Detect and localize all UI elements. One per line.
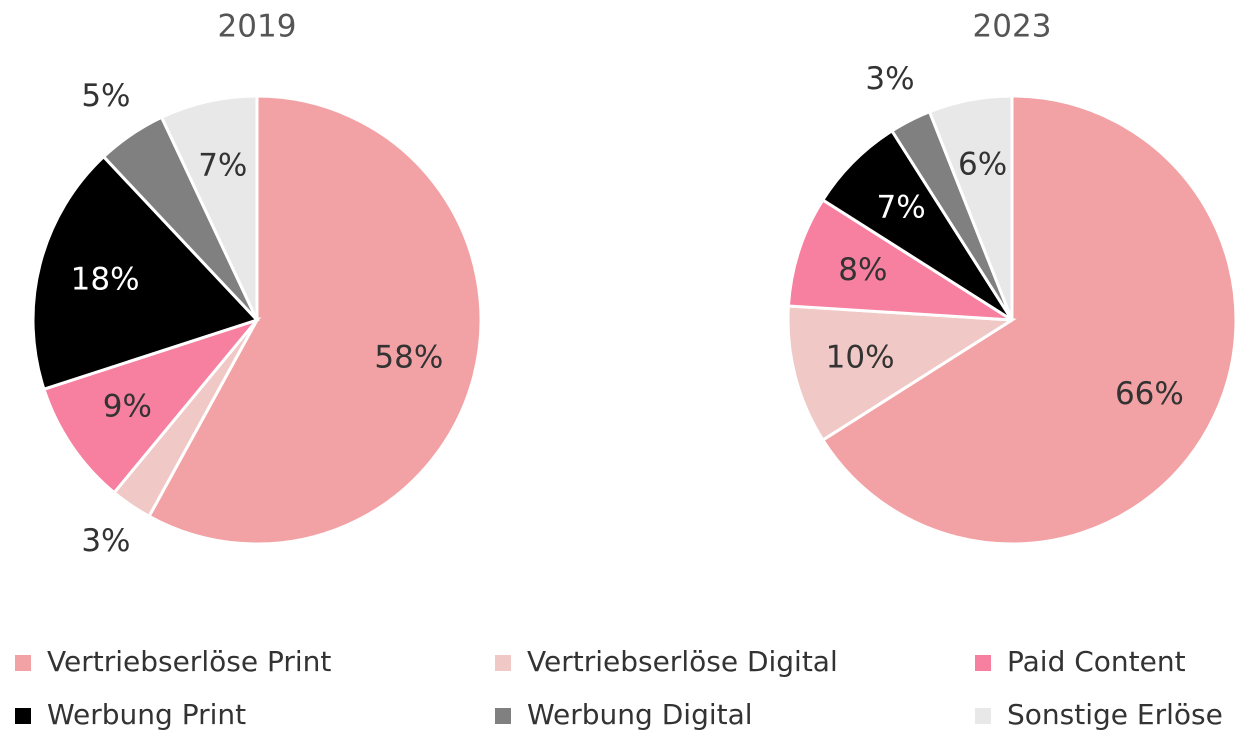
legend-label: Werbung Print bbox=[47, 698, 246, 731]
data-label: 3% bbox=[81, 523, 130, 559]
legend-swatch bbox=[15, 655, 31, 671]
data-label: 7% bbox=[877, 190, 926, 226]
data-label: 66% bbox=[1115, 376, 1184, 412]
data-label: 9% bbox=[103, 389, 152, 425]
data-label: 3% bbox=[865, 61, 914, 97]
pie-slice bbox=[786, 304, 1017, 443]
pie-slice bbox=[927, 94, 1014, 321]
legend-label: Sonstige Erlöse bbox=[1007, 698, 1223, 731]
pie-slice bbox=[147, 94, 483, 546]
legend-swatch bbox=[15, 708, 31, 724]
data-label: 10% bbox=[826, 339, 895, 375]
data-label: 58% bbox=[374, 339, 443, 375]
pie-slice bbox=[159, 94, 259, 321]
data-label: 18% bbox=[71, 262, 140, 298]
chart-title: 2023 bbox=[973, 9, 1052, 45]
pie-slice bbox=[820, 94, 1238, 546]
data-label: 5% bbox=[81, 78, 130, 114]
pie-slice bbox=[42, 316, 262, 495]
data-label: 6% bbox=[958, 146, 1007, 182]
pie-slice bbox=[31, 154, 260, 392]
legend-swatch bbox=[495, 655, 511, 671]
legend-label: Werbung Digital bbox=[527, 698, 753, 731]
legend-swatch bbox=[975, 708, 991, 724]
legend-label: Paid Content bbox=[1007, 645, 1186, 678]
legend-label: Vertriebserlöse Print bbox=[47, 645, 331, 678]
pie-slice bbox=[786, 197, 1013, 322]
legend-label: Vertriebserlöse Digital bbox=[527, 645, 838, 678]
legend-swatch bbox=[495, 708, 511, 724]
legend-swatch bbox=[975, 655, 991, 671]
data-label: 8% bbox=[838, 252, 887, 288]
data-label: 7% bbox=[198, 147, 247, 183]
chart-title: 2019 bbox=[218, 9, 297, 45]
